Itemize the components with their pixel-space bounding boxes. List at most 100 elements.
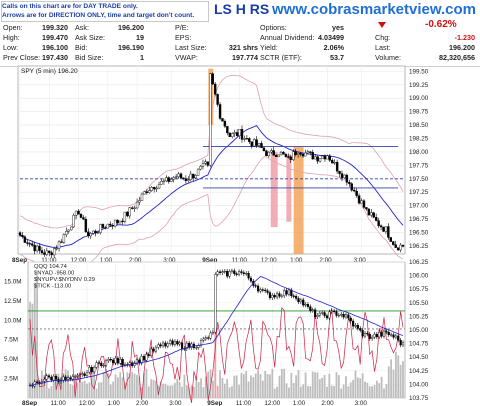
price-candle-body <box>206 161 210 166</box>
price-candle-body <box>345 174 349 183</box>
volume-bar <box>356 377 359 398</box>
chg-value: -1.230 <box>454 33 475 42</box>
price-candle-body <box>389 237 393 242</box>
qqq-candle-body <box>169 340 172 344</box>
qqq-candle-body <box>342 313 345 318</box>
qqq-candle-body <box>380 331 383 337</box>
volume-bar <box>131 371 134 398</box>
price-candle-body <box>379 225 383 228</box>
qqq-candle-body <box>323 312 326 316</box>
qqq-candle-body <box>363 332 367 337</box>
price-candle-body <box>18 232 22 236</box>
qqq-candle-body <box>352 320 355 327</box>
qqq-candle-body <box>211 331 215 334</box>
price-candle-body <box>313 156 317 160</box>
indicator-legend-entry: $NYAD -958.00 <box>34 271 74 277</box>
qqq-candle-body <box>368 333 371 339</box>
moving-average-line <box>19 125 404 248</box>
qqq-candle-body <box>64 376 67 380</box>
indicator-tick-label: 106.00 <box>409 273 429 280</box>
volume-tick-label: 12.5M <box>4 298 22 305</box>
price-candle-body <box>74 210 78 216</box>
price-candle-body <box>77 210 80 215</box>
volume-bar <box>71 385 74 398</box>
volume-bar <box>261 380 264 398</box>
qqq-candle-body <box>387 331 390 335</box>
price-candle-body <box>304 152 307 157</box>
qqq-candle-body <box>318 312 321 316</box>
volume-bar <box>390 359 393 398</box>
price-candle-body <box>57 241 61 249</box>
indicator-tick-label: 104.00 <box>409 381 429 388</box>
qqq-candle-body <box>325 315 329 319</box>
bollinger-upper-line <box>19 74 404 229</box>
price-candle-body <box>218 104 222 119</box>
price-candle-body <box>221 118 224 122</box>
bid-label: Bid: <box>75 43 88 52</box>
volume-bar <box>349 382 352 398</box>
qqq-candle-body <box>97 362 100 364</box>
price-candle-body <box>111 225 114 227</box>
volume-bar <box>273 388 276 398</box>
qqq-candle-body <box>233 270 236 275</box>
vwap-value: 197.774 <box>232 53 258 62</box>
qqq-candle-body <box>297 298 300 303</box>
price-candle-body <box>143 191 146 195</box>
qqq-candle-body <box>313 309 317 318</box>
qqq-candle-body <box>76 375 79 377</box>
qqq-candle-body <box>161 342 165 347</box>
price-candle-body <box>257 143 261 146</box>
price-candle-body <box>384 226 388 232</box>
qqq-candle-body <box>330 310 333 313</box>
site-url[interactable]: www.cobrasmarketview.com <box>272 1 476 18</box>
volume-bar <box>86 383 88 398</box>
volume-bar <box>74 375 77 398</box>
volume-bar <box>361 373 364 398</box>
price-candle-body <box>23 236 27 243</box>
volume-value: 82,320,656 <box>439 53 475 62</box>
qqq-candle-body <box>366 332 369 335</box>
time-tick-label: 2:00 <box>136 400 149 406</box>
price-candle-body <box>123 211 127 222</box>
price-candle-body <box>360 200 363 204</box>
indicator-legend-entry: QQQ 104.74 <box>34 264 68 270</box>
qqq-candle-body <box>333 310 336 312</box>
volume-bar <box>176 378 179 398</box>
volume-tick-label: 15.0M <box>4 278 22 285</box>
volume-bar <box>169 385 172 398</box>
low-label: Low: <box>3 43 19 52</box>
volume-bar <box>385 384 388 398</box>
indicator-tick-label: 105.50 <box>409 300 429 307</box>
price-candle-body <box>177 173 180 177</box>
price-candle-body <box>267 151 271 157</box>
price-candle-body <box>21 235 24 237</box>
price-candle-body <box>238 129 241 137</box>
high-label: High: <box>3 33 20 42</box>
qqq-candle-body <box>140 356 143 364</box>
qqq-candle-body <box>62 376 65 381</box>
brand-bar: LS H RS www.cobrasmarketview.com <box>208 0 480 20</box>
indicator-tick-label: 105.75 <box>409 286 429 293</box>
volume-label: Volume: <box>375 53 401 62</box>
volume-bar <box>366 382 369 398</box>
price-candle-body <box>152 187 156 190</box>
volume-bar <box>380 376 383 398</box>
time-tick-label: 3:00 <box>355 400 368 406</box>
price-candle-body <box>62 234 66 243</box>
price-candle-body <box>126 211 129 217</box>
volume-bar <box>221 377 224 398</box>
volume-bar <box>143 372 145 398</box>
low-value: 196.100 <box>42 43 68 52</box>
volume-bar <box>193 386 195 398</box>
volume-bar <box>375 380 378 398</box>
price-candle-body <box>131 207 134 209</box>
price-candle-body <box>167 177 171 182</box>
qqq-candle-body <box>309 306 312 311</box>
qqq-candle-body <box>285 290 288 295</box>
volume-bar <box>342 384 345 398</box>
price-candle-body <box>272 150 275 156</box>
prev-close-value: 197.430 <box>42 53 68 62</box>
day-trade-note: Calls on this chart are for DAY TRADE on… <box>1 1 209 22</box>
sctr-value: 53.7 <box>330 53 344 62</box>
price-candle-body <box>331 160 334 164</box>
